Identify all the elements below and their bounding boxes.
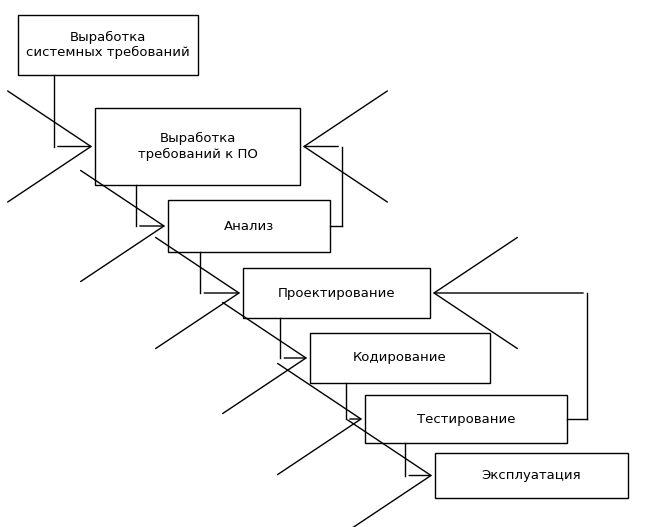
Text: Тестирование: Тестирование: [417, 413, 515, 425]
Text: Выработка
требований к ПО: Выработка требований к ПО: [138, 132, 258, 161]
Text: Кодирование: Кодирование: [353, 352, 447, 365]
Bar: [435, 453, 628, 498]
Text: Анализ: Анализ: [224, 220, 274, 232]
Bar: [95, 108, 300, 185]
Text: Проектирование: Проектирование: [278, 287, 396, 299]
Text: Выработка
системных требований: Выработка системных требований: [26, 31, 190, 59]
Bar: [18, 15, 198, 75]
Bar: [365, 395, 567, 443]
Bar: [243, 268, 430, 318]
Text: Эксплуатация: Эксплуатация: [482, 469, 581, 482]
Bar: [310, 333, 490, 383]
Bar: [168, 200, 330, 252]
